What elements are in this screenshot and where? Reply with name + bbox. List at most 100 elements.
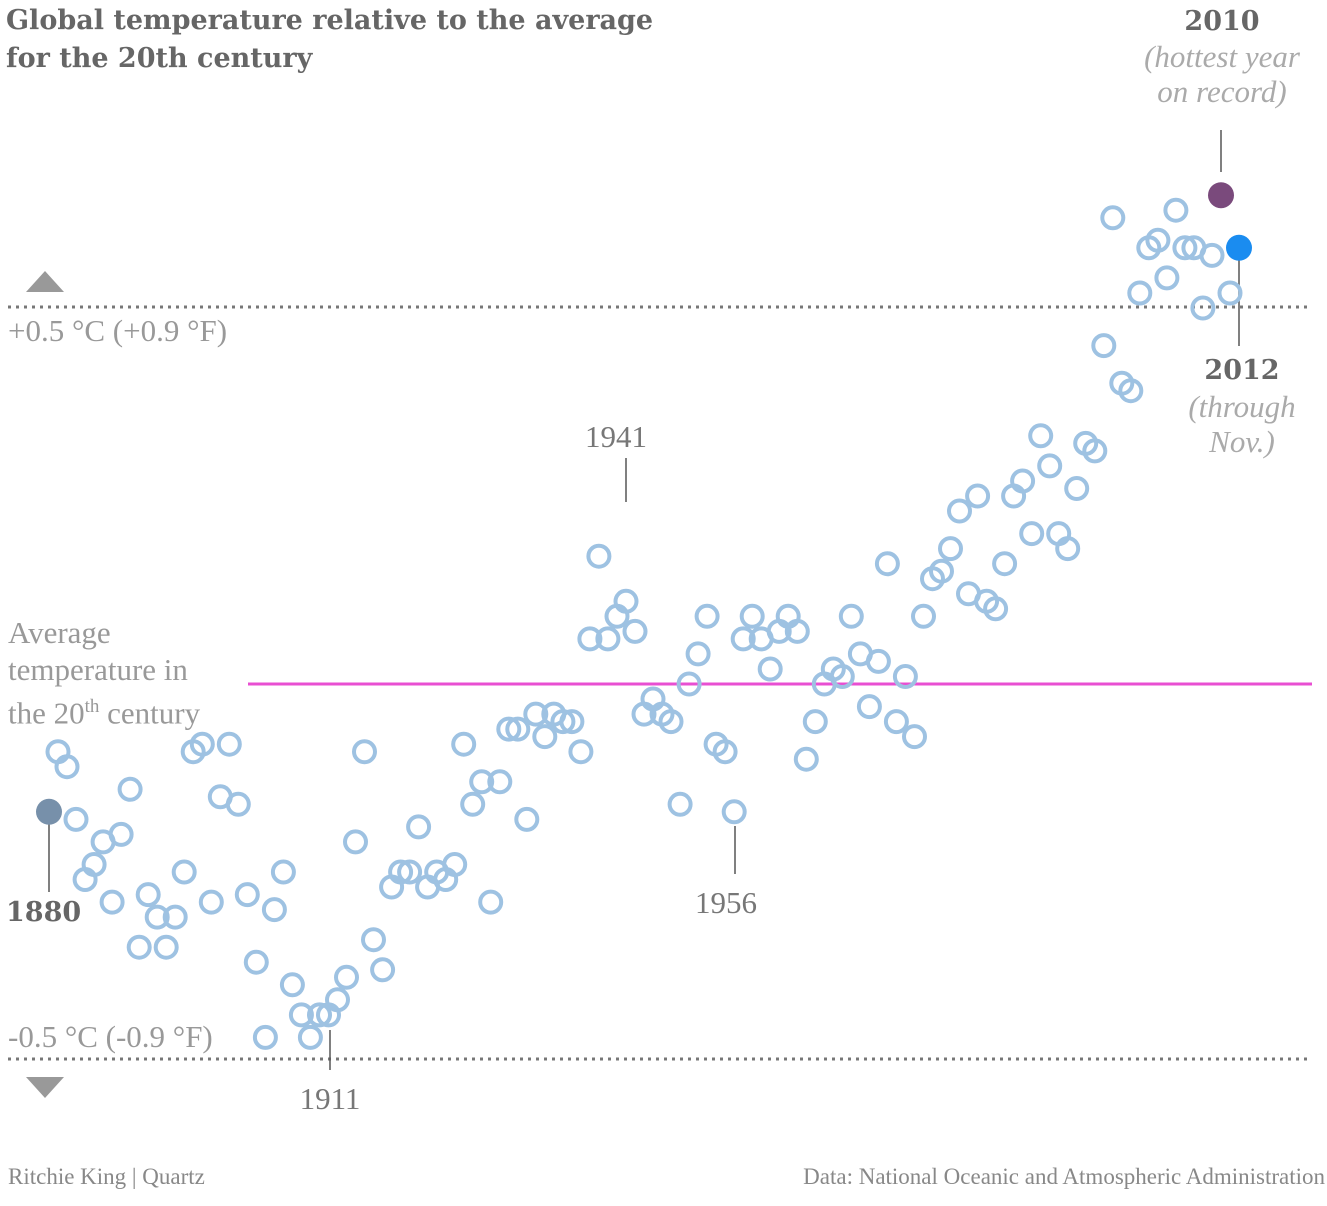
data-point-1990	[1028, 423, 1054, 449]
data-point-1930	[487, 769, 513, 795]
data-point-1906	[270, 859, 296, 885]
data-point-1974	[883, 709, 909, 735]
data-point-1972	[865, 648, 891, 674]
data-point-1914	[343, 829, 368, 855]
data-point-1981	[947, 498, 972, 524]
data-point-1920	[397, 859, 423, 885]
data-point-1885	[81, 852, 107, 877]
data-point-1942	[595, 626, 621, 652]
data-point-1910	[307, 1002, 332, 1028]
data-point-1956	[721, 799, 747, 825]
label-2010-note-2: on record)	[1157, 74, 1287, 109]
data-point-1901	[225, 791, 251, 817]
highlight-point-1880	[36, 798, 62, 825]
chart-title: Global temperature relative to the avera…	[6, 5, 654, 74]
data-point-1925	[442, 852, 468, 877]
data-point-2006	[1172, 235, 1198, 261]
lower-reference-label: -0.5 °C (-0.9 °F)	[8, 1019, 213, 1054]
data-point-1883	[63, 806, 89, 832]
data-point-1894	[162, 904, 188, 930]
data-point-1904	[252, 1024, 278, 1050]
data-point-1898	[198, 889, 224, 915]
data-point-1919	[388, 859, 414, 885]
data-point-1985	[983, 596, 1009, 622]
data-point-1909	[297, 1024, 323, 1050]
data-point-1953	[694, 603, 720, 629]
data-point-1890	[126, 934, 152, 960]
data-point-1989	[1019, 521, 1045, 547]
data-point-1907	[279, 972, 305, 998]
data-point-2004	[1154, 265, 1180, 291]
highlight-point-2010	[1208, 182, 1234, 209]
data-point-1928	[469, 769, 495, 795]
average-label-line-3: the 20th century	[8, 688, 200, 731]
data-point-1937	[550, 709, 576, 735]
data-point-1927	[460, 791, 486, 817]
data-point-1957	[730, 626, 756, 652]
data-point-1983	[965, 483, 991, 509]
data-point-1986	[992, 551, 1018, 577]
data-point-2011	[1217, 280, 1243, 306]
data-point-1977	[911, 603, 936, 629]
data-point-1908	[288, 1002, 314, 1028]
data-point-1951	[676, 671, 702, 697]
data-point-1979	[929, 558, 954, 584]
data-point-1905	[261, 897, 287, 923]
data-point-1996	[1082, 438, 1108, 464]
data-point-1952	[685, 641, 711, 667]
data-point-1929	[478, 889, 504, 915]
data-point-1903	[243, 949, 269, 975]
data-point-1997	[1091, 333, 1117, 359]
data-point-1938	[559, 709, 585, 735]
data-point-1889	[117, 776, 143, 802]
data-point-1891	[135, 882, 161, 908]
data-point-1931	[496, 716, 522, 742]
data-point-1963	[784, 618, 810, 644]
label-1956: 1956	[695, 885, 757, 920]
data-point-1917	[370, 957, 396, 983]
data-point-1994	[1064, 476, 1090, 501]
data-point-1998	[1100, 205, 1126, 231]
data-point-1973	[874, 551, 900, 577]
data-point-1980	[938, 536, 963, 562]
data-point-1968	[829, 664, 855, 689]
data-point-1916	[361, 927, 386, 953]
data-point-1975	[892, 664, 918, 689]
data-point-1935	[532, 724, 558, 750]
data-point-1921	[406, 814, 432, 840]
average-label-sup: th	[84, 696, 100, 717]
data-point-1926	[451, 731, 477, 757]
data-point-1912	[325, 987, 350, 1013]
data-point-1964	[793, 746, 819, 772]
data-point-1960	[757, 656, 783, 682]
average-label: Average temperature in the 20th century	[8, 614, 200, 731]
data-point-1940	[577, 626, 603, 652]
average-label-century: century	[99, 695, 201, 731]
data-point-1993	[1055, 536, 1081, 562]
data-point-2009	[1199, 242, 1225, 268]
data-point-1958	[739, 603, 765, 629]
upper-reference-label: +0.5 °C (+0.9 °F)	[8, 313, 228, 348]
data-point-1888	[108, 821, 134, 847]
data-point-1900	[216, 731, 242, 757]
data-point-1988	[1010, 468, 1036, 494]
data-point-1976	[902, 724, 927, 750]
data-point-1913	[334, 964, 359, 990]
data-point-2000	[1118, 378, 1144, 404]
data-point-1915	[352, 739, 377, 765]
data-point-1895	[171, 859, 197, 885]
data-point-1882	[54, 754, 80, 780]
highlight-point-2012	[1226, 234, 1252, 261]
label-2012-note-1: (through	[1188, 389, 1296, 424]
data-point-1887	[99, 889, 125, 915]
data-point-1965	[802, 709, 828, 735]
label-2012-note-2: Nov.)	[1209, 424, 1275, 459]
data-point-1969	[838, 603, 864, 629]
data-point-1950	[667, 791, 693, 817]
data-point-1991	[1037, 453, 1063, 479]
average-label-line-1: Average	[8, 615, 111, 650]
data-point-1949	[658, 709, 684, 735]
data-point-1944	[613, 588, 639, 614]
data-point-2001	[1127, 280, 1153, 306]
